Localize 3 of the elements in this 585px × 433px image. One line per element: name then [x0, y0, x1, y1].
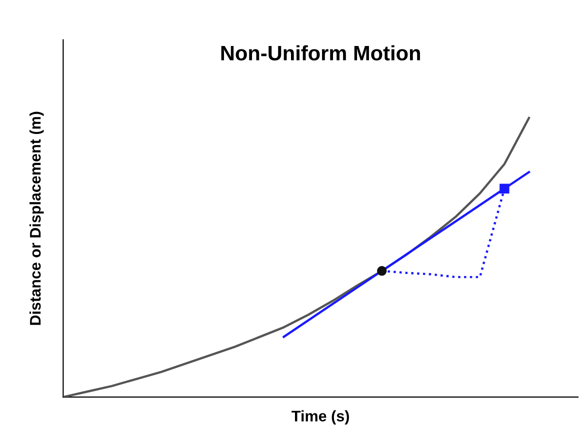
x-axis-title: Time (s) — [292, 410, 349, 424]
chart-title: Non-Uniform Motion — [221, 45, 420, 60]
y-axis-title: Distance or Displacement (m) — [29, 112, 44, 325]
